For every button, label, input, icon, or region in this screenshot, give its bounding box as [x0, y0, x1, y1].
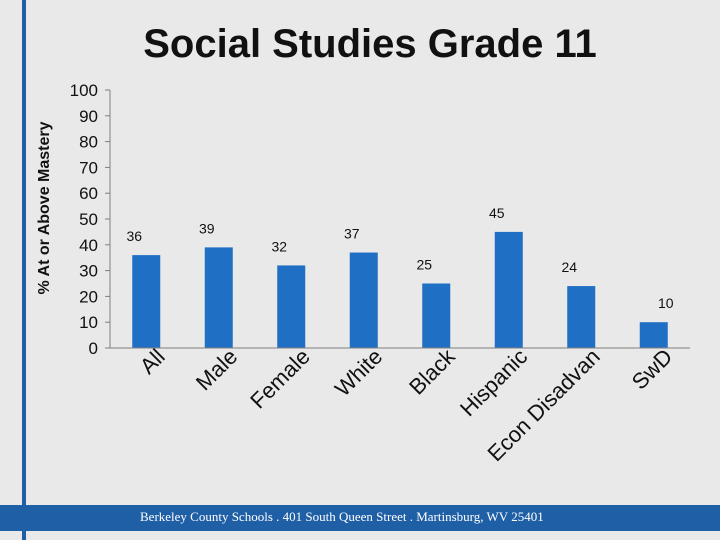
bar	[204, 247, 233, 348]
data-label: 10	[658, 295, 674, 311]
bar	[277, 265, 306, 348]
left-accent-bar	[22, 0, 26, 540]
data-label: 32	[271, 238, 287, 254]
footer-bar: Berkeley County Schools . 401 South Quee…	[0, 505, 720, 531]
y-tick-label: 10	[79, 313, 98, 332]
bar-chart: 0 10 20 30 40 50 60 70 80 90 100 36 All 39 Male 32 Femal…	[70, 81, 690, 466]
category-label: SwD	[627, 344, 678, 395]
data-label: 36	[126, 228, 142, 244]
y-tick-label: 40	[79, 236, 98, 255]
data-label: 37	[344, 226, 360, 242]
data-label: 39	[199, 220, 215, 236]
data-label: 24	[561, 259, 577, 275]
data-label: 45	[489, 205, 505, 221]
bar	[639, 322, 668, 348]
y-tick-label: 100	[70, 81, 98, 100]
y-tick-label: 30	[79, 262, 98, 281]
category-label: Male	[191, 344, 242, 395]
category-label: All	[135, 344, 170, 379]
y-tick-label: 70	[79, 158, 98, 177]
footer-address: Berkeley County Schools . 401 South Quee…	[140, 509, 544, 524]
bar	[567, 286, 596, 348]
bar	[349, 252, 378, 348]
category-label: White	[330, 344, 387, 401]
bar	[494, 231, 523, 348]
y-tick-label: 60	[79, 184, 98, 203]
category-label: Black	[404, 343, 460, 399]
bar	[422, 283, 451, 348]
data-label: 25	[416, 257, 432, 273]
y-tick-label: 80	[79, 133, 98, 152]
y-tick-label: 0	[89, 339, 98, 358]
chart-title: Social Studies Grade 11	[143, 22, 597, 66]
y-tick-label: 50	[79, 210, 98, 229]
bar	[132, 255, 161, 348]
y-tick-label: 20	[79, 287, 98, 306]
y-tick-label: 90	[79, 107, 98, 126]
category-label: Female	[245, 344, 315, 414]
